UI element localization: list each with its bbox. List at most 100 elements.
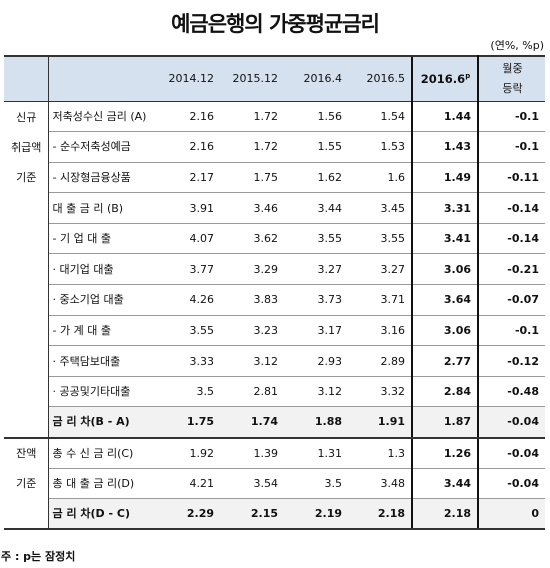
row-value: 3.45 (348, 192, 412, 224)
row-change-value: -0.1 (478, 131, 545, 163)
row-value: 3.17 (284, 315, 348, 347)
header-col-4: 2016.5 (348, 55, 412, 102)
row-value: 3.29 (220, 253, 284, 286)
row-change-value: -0.04 (478, 437, 545, 469)
table-row: 잔액 총 수 신 금 리(C) 1.92 1.39 1.31 1.3 1.26 -0.04 (4, 437, 545, 469)
row-label: 저축성수신 금리 (A) (48, 101, 156, 133)
row-value: 3.32 (348, 376, 412, 408)
table-row: · 공공및기타대출 3.5 2.81 3.12 3.32 2.84 -0.48 (4, 376, 545, 408)
row-label: · 공공및기타대출 (48, 376, 156, 408)
row-value: 1.91 (348, 406, 412, 439)
row-value: 4.21 (156, 468, 220, 500)
row-change-value: -0.14 (478, 192, 545, 224)
row-value: 1.62 (284, 162, 348, 194)
row-label: - 기 업 대 출 (48, 223, 156, 255)
row-value: 3.12 (220, 345, 284, 377)
row-value: 3.48 (348, 468, 412, 500)
row-change-value: -0.1 (478, 315, 545, 347)
row-value: 1.31 (284, 437, 348, 469)
row-value: 1.54 (348, 101, 412, 133)
row-change-value: -0.1 (478, 101, 545, 133)
row-group-cell: 취급액 (4, 131, 49, 163)
row-label: - 시장형금융상품 (48, 162, 156, 194)
row-change-value: 0 (478, 498, 545, 531)
row-value: 1.72 (220, 131, 284, 163)
row-group-cell: 기준 (4, 162, 49, 193)
row-change-value: -0.04 (478, 468, 545, 500)
row-label: - 가 계 대 출 (48, 315, 156, 347)
row-label: 대 출 금 리 (B) (48, 192, 156, 224)
table-row: 취급액 - 순수저축성예금 2.16 1.72 1.55 1.53 1.43 -0.1 (4, 131, 545, 163)
row-value: 2.89 (348, 345, 412, 377)
header-change-line-1: 월중 (502, 61, 523, 75)
row-label: · 대기업 대출 (48, 253, 156, 286)
row-latest-value: 3.64 (411, 284, 479, 316)
row-group-cell (4, 376, 49, 407)
header-item-cell (48, 55, 156, 102)
row-value: 2.15 (220, 498, 284, 531)
header-change-line-2: 등락 (502, 81, 523, 95)
row-group-cell: 신규 (4, 101, 49, 132)
row-value: 3.54 (220, 468, 284, 500)
row-label: 총 대 출 금 리(D) (48, 468, 156, 500)
row-latest-value: 1.26 (411, 437, 479, 469)
row-label: - 순수저축성예금 (48, 131, 156, 163)
row-change-value: -0.07 (478, 284, 545, 316)
row-group-cell (4, 498, 49, 531)
row-value: 3.44 (284, 192, 348, 224)
row-value: 2.93 (284, 345, 348, 377)
row-value: 3.71 (348, 284, 412, 316)
row-group-cell (4, 406, 49, 439)
row-value: 4.07 (156, 223, 220, 255)
header-col-3: 2016.4 (284, 55, 348, 102)
row-value: 1.72 (220, 101, 284, 133)
row-latest-value: 1.44 (411, 101, 479, 133)
table-row: 금 리 차(B - A) 1.75 1.74 1.88 1.91 1.87 -0.04 (4, 406, 545, 439)
row-group-cell: 기준 (4, 468, 49, 499)
row-change-value: -0.48 (478, 376, 545, 408)
row-latest-value: 2.18 (411, 498, 479, 531)
table-row: 기준 - 시장형금융상품 2.17 1.75 1.62 1.6 1.49 -0.11 (4, 162, 545, 194)
row-latest-value: 1.43 (411, 131, 479, 163)
row-value: 1.74 (220, 406, 284, 439)
row-value: 3.23 (220, 315, 284, 347)
header-col-2: 2015.12 (220, 55, 284, 102)
row-value: 2.81 (220, 376, 284, 408)
row-value: 3.91 (156, 192, 220, 224)
row-group-cell (4, 284, 49, 316)
table-row: · 중소기업 대출 4.26 3.83 3.73 3.71 3.64 -0.07 (4, 284, 545, 316)
interest-rate-table: 2014.12 2015.12 2016.4 2016.5 2016.6p 월중… (4, 55, 545, 531)
row-value: 3.77 (156, 253, 220, 286)
row-value: 2.18 (348, 498, 412, 531)
table-row: 신규 저축성수신 금리 (A) 2.16 1.72 1.56 1.54 1.44 -0.1 (4, 101, 545, 133)
header-group-cell (4, 55, 49, 102)
row-label: 금 리 차(B - A) (48, 406, 156, 439)
table-row: · 주택담보대출 3.33 3.12 2.93 2.89 2.77 -0.12 (4, 345, 545, 377)
row-value: 1.3 (348, 437, 412, 469)
row-label: 금 리 차(D - C) (48, 498, 156, 531)
row-value: 2.29 (156, 498, 220, 531)
row-value: 3.16 (348, 315, 412, 347)
row-value: 1.56 (284, 101, 348, 133)
row-value: 1.75 (220, 162, 284, 194)
row-group-cell (4, 192, 49, 224)
footnote: 주 : p는 잠정치 (1, 550, 76, 563)
table-row: 기준 총 대 출 금 리(D) 4.21 3.54 3.5 3.48 3.44 -0.04 (4, 468, 545, 500)
table-row: · 대기업 대출 3.77 3.29 3.27 3.27 3.06 -0.21 (4, 253, 545, 286)
row-group-cell (4, 253, 49, 285)
row-value: 1.39 (220, 437, 284, 469)
row-value: 1.6 (348, 162, 412, 194)
row-value: 2.19 (284, 498, 348, 531)
row-value: 2.16 (156, 131, 220, 163)
header-row: 2014.12 2015.12 2016.4 2016.5 2016.6p 월중… (4, 55, 545, 102)
header-col-latest-label: 2016.6 (420, 71, 466, 86)
header-col-latest: 2016.6p (411, 55, 479, 102)
row-latest-value: 3.31 (411, 192, 479, 224)
row-value: 1.55 (284, 131, 348, 163)
table-row: 금 리 차(D - C) 2.29 2.15 2.19 2.18 2.18 0 (4, 498, 545, 531)
table-row: - 가 계 대 출 3.55 3.23 3.17 3.16 3.06 -0.1 (4, 315, 545, 347)
table-row: 대 출 금 리 (B) 3.91 3.46 3.44 3.45 3.31 -0.14 (4, 192, 545, 224)
page-title: 예금은행의 가중평균금리 (171, 12, 380, 36)
row-value: 3.5 (156, 376, 220, 408)
